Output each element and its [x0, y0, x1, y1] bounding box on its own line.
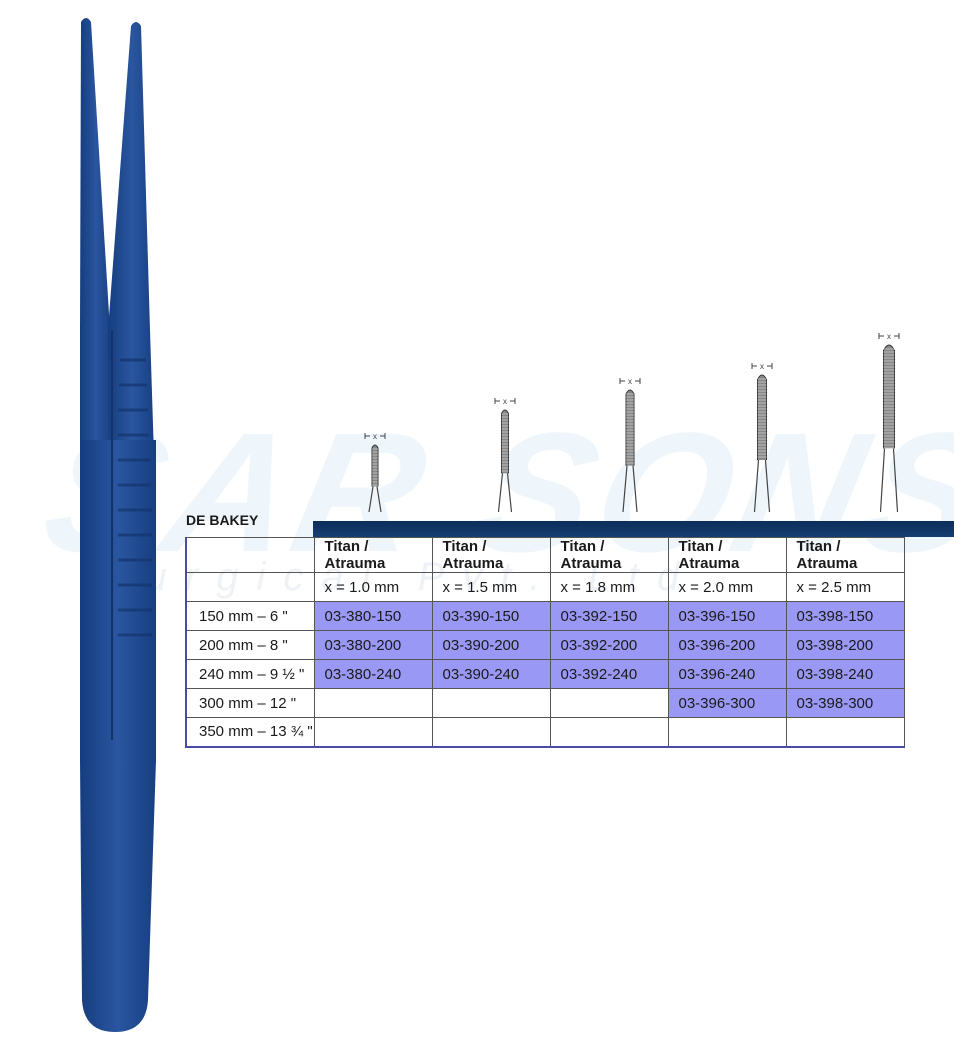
- table-row: 300 mm – 12 " 03-396-300 03-398-300: [185, 688, 905, 718]
- product-table: Titan / Atrauma Titan / Atrauma Titan / At…: [185, 537, 905, 748]
- empty-cell: [549, 717, 669, 747]
- header-bar: [313, 521, 954, 537]
- product-title: DE BAKEY: [186, 512, 259, 528]
- article-code: 03-396-300: [667, 688, 787, 718]
- empty-width-cell: [185, 572, 315, 602]
- table-row: 200 mm – 8 " 03-380-200 03-390-200 03-392-2…: [185, 630, 905, 660]
- tip-drawing: x: [878, 332, 900, 513]
- size-cell: 350 mm – 13 ¾ ": [185, 717, 315, 747]
- tip-width-label: x: [373, 432, 377, 441]
- size-cell: 200 mm – 8 ": [185, 630, 315, 660]
- column-type: Titan / Atrauma: [785, 537, 905, 573]
- size-cell: 240 mm – 9 ½ ": [185, 659, 315, 689]
- size-cell: 300 mm – 12 ": [185, 688, 315, 718]
- table-row: 350 mm – 13 ¾ ": [185, 717, 905, 747]
- forceps-left-prong: [80, 18, 112, 480]
- column-width: x = 2.0 mm: [667, 572, 787, 602]
- tip-width-label: x: [760, 362, 764, 371]
- forceps-image: [80, 18, 156, 1032]
- article-code: 03-398-240: [785, 659, 905, 689]
- tip-drawing: x: [364, 432, 386, 513]
- article-code: 03-398-150: [785, 601, 905, 631]
- empty-cell: [313, 717, 433, 747]
- article-code: 03-396-240: [667, 659, 787, 689]
- article-code: 03-392-150: [549, 601, 669, 631]
- empty-cell: [313, 688, 433, 718]
- empty-cell: [549, 688, 669, 718]
- column-width: x = 1.5 mm: [431, 572, 551, 602]
- article-code: 03-392-240: [549, 659, 669, 689]
- article-code: 03-390-240: [431, 659, 551, 689]
- article-code: 03-380-200: [313, 630, 433, 660]
- article-code: 03-390-150: [431, 601, 551, 631]
- article-code: 03-396-150: [667, 601, 787, 631]
- tip-width-label: x: [628, 377, 632, 386]
- article-code: 03-380-150: [313, 601, 433, 631]
- article-code: 03-380-240: [313, 659, 433, 689]
- column-type: Titan / Atrauma: [667, 537, 787, 573]
- column-type: Titan / Atrauma: [313, 537, 433, 573]
- article-code: 03-390-200: [431, 630, 551, 660]
- article-code: 03-398-200: [785, 630, 905, 660]
- width-row: x = 1.0 mm x = 1.5 mm x = 1.8 mm x = 2.0 mm…: [185, 572, 905, 602]
- header-row: Titan / Atrauma Titan / Atrauma Titan / At…: [185, 537, 905, 573]
- empty-cell: [785, 717, 905, 747]
- tip-drawing: x: [619, 377, 641, 513]
- column-width: x = 2.5 mm: [785, 572, 905, 602]
- empty-cell: [431, 717, 551, 747]
- column-type: Titan / Atrauma: [549, 537, 669, 573]
- empty-header-cell: [185, 537, 315, 573]
- tip-width-label: x: [503, 397, 507, 406]
- empty-cell: [431, 688, 551, 718]
- table-row: 150 mm – 6 " 03-380-150 03-390-150 03-392-1…: [185, 601, 905, 631]
- article-code: 03-396-200: [667, 630, 787, 660]
- forceps-right-prong: [108, 22, 156, 520]
- column-width: x = 1.0 mm: [313, 572, 433, 602]
- article-code: 03-398-300: [785, 688, 905, 718]
- tip-width-label: x: [887, 332, 891, 341]
- empty-cell: [667, 717, 787, 747]
- column-width: x = 1.8 mm: [549, 572, 669, 602]
- column-type: Titan / Atrauma: [431, 537, 551, 573]
- forceps-handle: [80, 440, 156, 1032]
- size-cell: 150 mm – 6 ": [185, 601, 315, 631]
- tip-drawings: x x x x x: [364, 332, 900, 513]
- tip-drawing: x: [494, 397, 516, 513]
- tip-drawing: x: [751, 362, 773, 513]
- article-code: 03-392-200: [549, 630, 669, 660]
- table-row: 240 mm – 9 ½ " 03-380-240 03-390-240 03-392…: [185, 659, 905, 689]
